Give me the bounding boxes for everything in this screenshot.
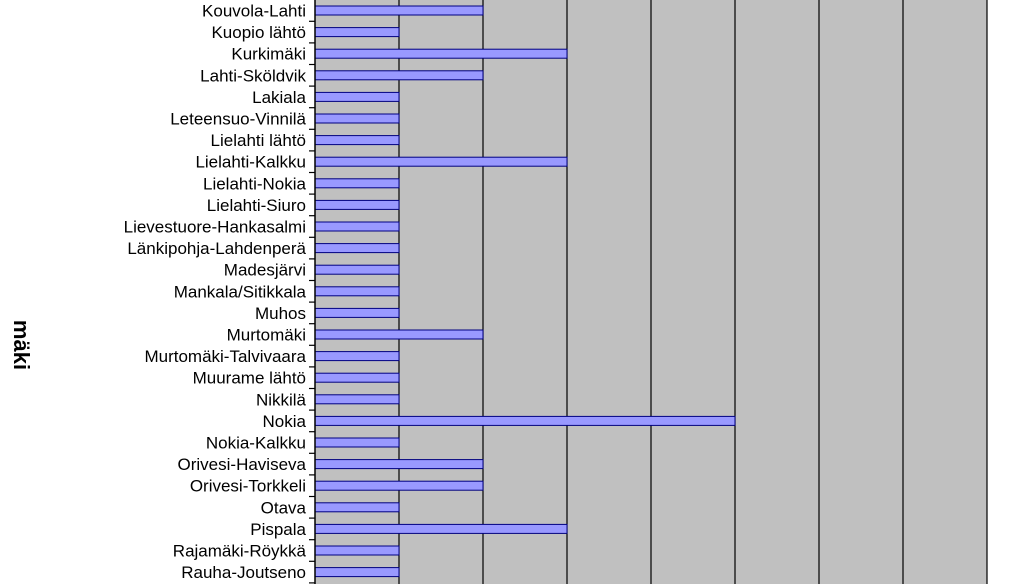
category-label: Otava [261,498,307,517]
category-label: Lielahti-Nokia [203,174,307,193]
category-label: Orivesi-Haviseva [178,455,307,474]
bar [314,437,400,448]
bar [314,545,400,556]
category-label: Pispala [250,520,306,539]
category-label: Muurame lähtö [193,369,306,388]
bar [314,178,400,189]
category-label: Lievestuore-Hankasalmi [124,218,306,237]
bar [314,286,400,297]
category-label: Länkipohja-Lahdenperä [127,239,306,258]
category-label: Kurkimäki [231,45,306,64]
category-label: Lahti-Sköldvik [200,66,306,85]
bar [314,502,400,513]
bar [314,459,484,470]
bar [314,221,400,232]
bar [314,48,568,59]
y-axis-title: mäki [9,320,34,370]
gridlines [398,0,988,584]
category-label: Kuopio lähtö [211,23,306,42]
category-label: Kouvola-Lahti [202,2,306,21]
bar [314,27,400,38]
category-label: Madesjärvi [224,261,306,280]
bar [314,351,400,362]
category-label: Lielahti lähtö [211,131,306,150]
category-labels: Kouvola-Lahti Kuopio lähtö Kurkimäki Lahti-… [124,2,307,583]
category-label: Nokia-Kalkku [206,434,306,453]
category-label: Mankala/Sitikkala [174,282,307,301]
bar [314,243,400,254]
category-ticks [309,20,315,584]
category-label: Orivesi-Torkkeli [190,477,306,496]
category-label: Lielahti-Kalkku [195,153,306,172]
bar [314,156,568,167]
category-label: Rauha-Joutseno [181,563,306,582]
category-label: Lakiala [252,88,306,107]
category-label: Lielahti-Siuro [207,196,306,215]
bar [314,329,484,340]
category-label: Rajamäki-Röykkä [173,542,307,561]
bar [314,372,400,383]
bar [314,480,484,491]
bar [314,91,400,102]
bar [314,307,400,318]
bar [314,5,484,16]
bar [314,394,400,405]
bars [314,5,736,578]
category-label: Nikkilä [256,390,307,409]
bar [314,415,736,426]
bar [314,135,400,146]
bar [314,113,400,124]
category-label: Murtomäki-Talvivaara [144,347,306,366]
bar [314,264,400,275]
bar [314,567,400,578]
bar [314,523,568,534]
bar [314,199,400,210]
category-label: Murtomäki [227,326,306,345]
category-label: Leteensuo-Vinnilä [170,110,306,129]
category-label: Muhos [255,304,306,323]
bar [314,70,484,81]
category-label: Nokia [263,412,307,431]
